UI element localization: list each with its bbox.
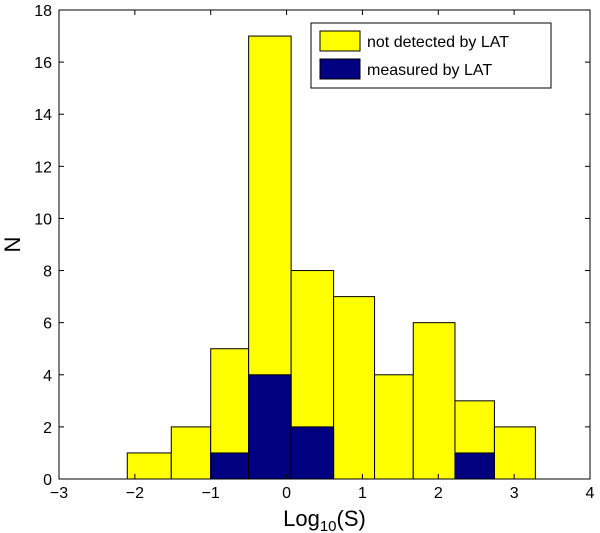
legend-swatch-measured bbox=[319, 58, 361, 80]
bar-not-detected-6 bbox=[374, 374, 414, 480]
ticks-group bbox=[58, 9, 591, 480]
y-tick-label-5: 10 bbox=[34, 211, 52, 228]
y-tick-label-6: 12 bbox=[34, 159, 52, 176]
x-axis-label-subscript: 10 bbox=[320, 518, 337, 533]
x-tick-label-0: −3 bbox=[50, 485, 68, 502]
y-tick-label-7: 14 bbox=[34, 107, 52, 124]
y-tick-label-2: 4 bbox=[43, 368, 52, 385]
y-tick-label-9: 18 bbox=[34, 3, 52, 20]
y-tick-label-8: 16 bbox=[34, 55, 52, 72]
bar-measured-2 bbox=[210, 452, 250, 480]
bar-not-detected-9 bbox=[493, 426, 536, 480]
bar-measured-3 bbox=[248, 374, 292, 480]
plot-frame bbox=[58, 9, 591, 480]
legend-label-not-detected: not detected by LAT bbox=[367, 34, 509, 51]
x-tick-label-6: 3 bbox=[510, 485, 519, 502]
x-tick-label-2: −1 bbox=[202, 485, 220, 502]
x-tick-label-7: 4 bbox=[586, 485, 595, 502]
x-tick-label-3: 0 bbox=[282, 485, 291, 502]
bars-group bbox=[126, 35, 536, 480]
legend-label-measured: measured by LAT bbox=[367, 62, 492, 79]
x-tick-label-1: −2 bbox=[126, 485, 144, 502]
x-axis-label-tail: (S) bbox=[337, 506, 366, 531]
x-axis-label: Log10(S) bbox=[283, 506, 366, 533]
bar-not-detected-1 bbox=[170, 426, 212, 480]
y-tick-label-4: 8 bbox=[43, 264, 52, 281]
y-axis-label: N bbox=[0, 237, 25, 253]
x-axis-label-main: Log bbox=[283, 506, 320, 531]
x-tick-label-5: 2 bbox=[434, 485, 443, 502]
bar-not-detected-5 bbox=[333, 296, 376, 480]
legend: not detected by LAT measured by LAT bbox=[310, 22, 552, 89]
y-tick-label-0: 0 bbox=[43, 472, 52, 489]
bar-not-detected-0 bbox=[126, 452, 172, 480]
y-tick-label-3: 6 bbox=[43, 316, 52, 333]
bar-measured-8 bbox=[454, 452, 495, 480]
bar-not-detected-7 bbox=[412, 322, 456, 480]
x-tick-label-4: 1 bbox=[358, 485, 367, 502]
legend-swatch-not-detected bbox=[319, 30, 361, 52]
bar-measured-4 bbox=[290, 426, 335, 480]
y-tick-label-1: 2 bbox=[43, 420, 52, 437]
